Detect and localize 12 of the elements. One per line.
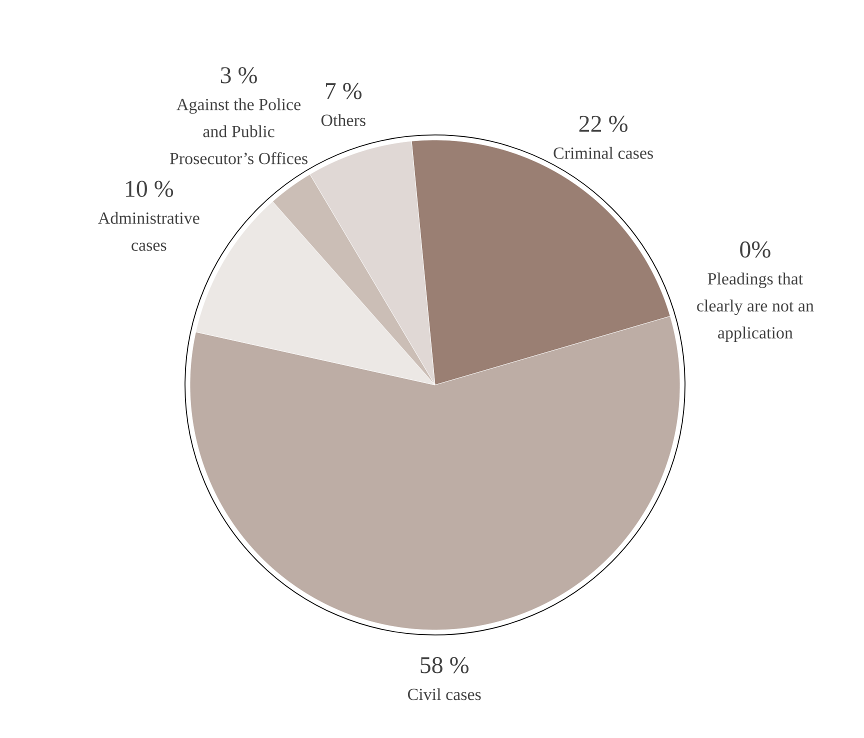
data-label: 7 % [326, 82, 362, 100]
slice-label: Against the Police and Public Prosecutor’s Offices [170, 98, 308, 164]
data-label: 3 % [220, 67, 257, 84]
data-label: 10 % [126, 180, 174, 198]
slice-label: Others [321, 114, 366, 126]
data-label: 22 % [579, 116, 628, 132]
data-label: 58 % [420, 657, 469, 674]
slice-label: Civil cases [408, 688, 481, 700]
slice-label: Administrative cases [98, 212, 200, 251]
slice-label: Criminal cases [554, 146, 653, 159]
category-label: Pleadings that clearly are not an application [697, 272, 814, 342]
text: 0% [740, 241, 770, 258]
